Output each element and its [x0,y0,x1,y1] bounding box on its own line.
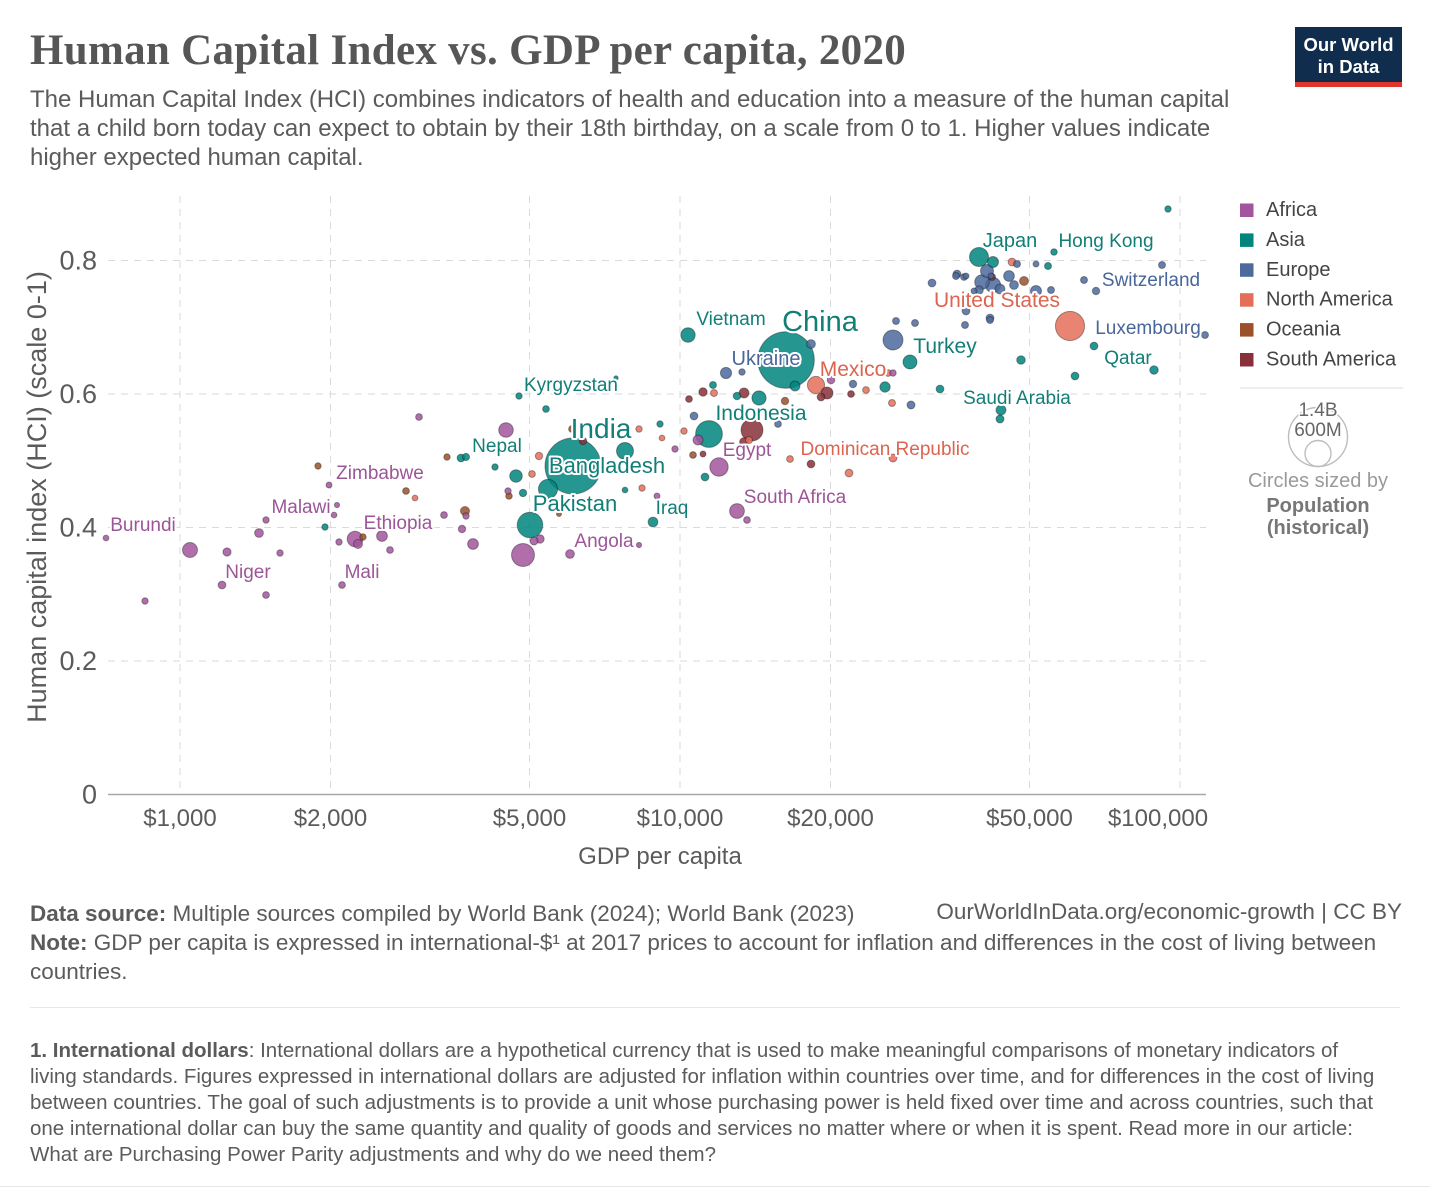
svg-text:China: China [782,306,859,338]
svg-text:Africa: Africa [1266,199,1318,221]
svg-text:Angola: Angola [574,531,634,552]
svg-text:0.2: 0.2 [59,646,97,676]
svg-text:GDP per capita: GDP per capita [578,843,742,870]
svg-text:$100,000: $100,000 [1108,805,1208,832]
svg-text:$10,000: $10,000 [637,805,724,832]
svg-text:South Africa: South Africa [744,487,847,508]
svg-text:Japan: Japan [983,230,1038,252]
svg-text:Burundi: Burundi [110,515,176,536]
svg-text:Zimbabwe: Zimbabwe [336,463,424,484]
svg-text:Europe: Europe [1266,259,1331,281]
svg-text:1.4B: 1.4B [1298,400,1337,421]
svg-text:$50,000: $50,000 [986,805,1073,832]
svg-text:United States: United States [934,289,1060,312]
svg-text:Indonesia: Indonesia [715,402,806,425]
svg-text:Ethiopia: Ethiopia [364,513,433,534]
svg-text:Kyrgyzstan: Kyrgyzstan [524,375,618,396]
svg-text:Egypt: Egypt [723,440,772,461]
svg-text:$1,000: $1,000 [143,805,216,832]
svg-text:$5,000: $5,000 [493,805,566,832]
svg-text:Hong Kong: Hong Kong [1058,231,1153,252]
svg-text:(historical): (historical) [1267,517,1369,539]
svg-text:North America: North America [1266,289,1394,311]
svg-text:Qatar: Qatar [1104,348,1152,369]
svg-text:Bangladesh: Bangladesh [549,453,665,478]
svg-text:Population: Population [1266,495,1369,517]
svg-text:Niger: Niger [225,562,271,583]
svg-text:Iraq: Iraq [656,498,689,519]
svg-text:Saudi Arabia: Saudi Arabia [963,388,1071,409]
svg-text:600M: 600M [1294,420,1342,441]
svg-text:Ukraine: Ukraine [732,348,801,370]
svg-text:Turkey: Turkey [913,335,977,358]
svg-text:0.6: 0.6 [59,379,97,409]
svg-text:Nepal: Nepal [472,436,522,457]
svg-text:$2,000: $2,000 [294,805,367,832]
svg-text:Oceania: Oceania [1266,319,1341,341]
svg-text:Malawi: Malawi [271,497,330,518]
svg-text:$20,000: $20,000 [787,805,874,832]
svg-text:Vietnam: Vietnam [696,309,765,330]
svg-text:Switzerland: Switzerland [1102,270,1200,291]
svg-text:South America: South America [1266,349,1397,371]
svg-text:Dominican Republic: Dominican Republic [801,439,970,460]
svg-text:Pakistan: Pakistan [533,491,617,516]
svg-text:Mali: Mali [345,562,380,583]
svg-text:Mexico: Mexico [820,358,887,381]
svg-text:Luxembourg: Luxembourg [1095,318,1201,339]
svg-text:0.8: 0.8 [59,246,97,276]
svg-text:India: India [571,413,632,444]
svg-text:0.4: 0.4 [59,513,97,543]
svg-text:Human capital index (HCI) (sca: Human capital index (HCI) (scale 0-1) [22,271,52,723]
svg-text:Circles sized by: Circles sized by [1248,470,1388,492]
svg-text:0: 0 [82,780,97,810]
svg-text:Asia: Asia [1266,229,1306,251]
